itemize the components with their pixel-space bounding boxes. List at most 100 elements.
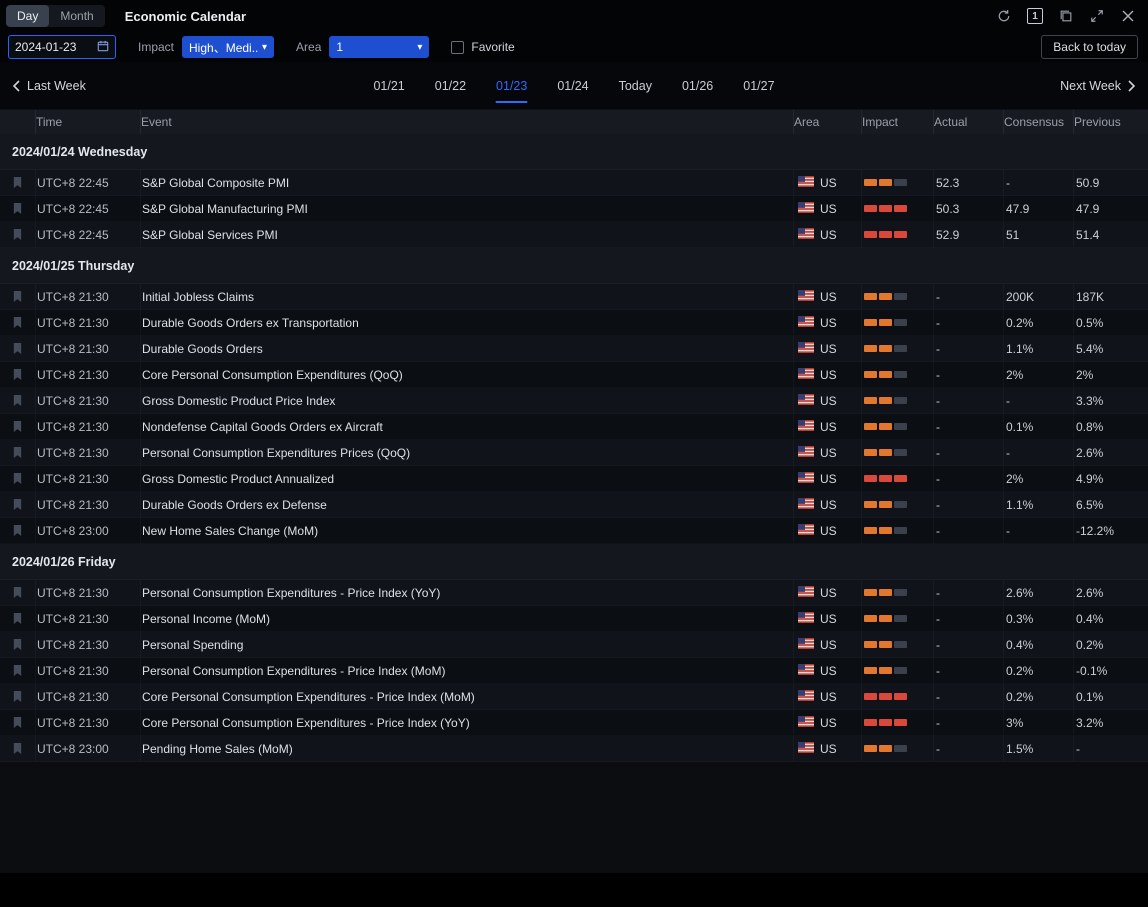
- expand-icon[interactable]: [1089, 8, 1105, 24]
- table-row[interactable]: UTC+8 21:30 Gross Domestic Product Price…: [0, 388, 1148, 414]
- impact-indicator: [862, 284, 934, 309]
- bookmark-icon[interactable]: [12, 716, 23, 729]
- us-flag-icon: [798, 498, 814, 512]
- layout-count-icon[interactable]: 1: [1027, 8, 1043, 24]
- week-tab[interactable]: Today: [617, 62, 654, 109]
- bookmark-icon[interactable]: [12, 446, 23, 459]
- bookmark-icon[interactable]: [12, 638, 23, 651]
- table-row[interactable]: UTC+8 21:30 Durable Goods Orders US - 1.…: [0, 336, 1148, 362]
- section-header-row: 2024/01/24 Wednesday: [0, 134, 1148, 170]
- week-tab[interactable]: 01/26: [680, 62, 715, 109]
- actual-value: -: [934, 684, 1004, 709]
- table-row[interactable]: UTC+8 21:30 Durable Goods Orders ex Defe…: [0, 492, 1148, 518]
- table-row[interactable]: UTC+8 23:00 Pending Home Sales (MoM) US …: [0, 736, 1148, 762]
- duplicate-icon[interactable]: [1058, 8, 1074, 24]
- last-week-button[interactable]: Last Week: [12, 79, 86, 93]
- table-row[interactable]: UTC+8 23:00 New Home Sales Change (MoM) …: [0, 518, 1148, 544]
- week-tab[interactable]: 01/21: [371, 62, 406, 109]
- actual-column-header: Actual: [934, 110, 1004, 134]
- bookmark-icon[interactable]: [12, 202, 23, 215]
- event-name: Gross Domestic Product Annualized: [141, 466, 794, 491]
- area-column-header: Area: [794, 110, 862, 134]
- week-tab[interactable]: 01/24: [555, 62, 590, 109]
- previous-value: -12.2%: [1074, 518, 1148, 543]
- impact-indicator: [862, 606, 934, 631]
- impact-indicator: [862, 710, 934, 735]
- event-time: UTC+8 21:30: [36, 414, 141, 439]
- actual-value: 52.9: [934, 222, 1004, 247]
- bookmark-icon[interactable]: [12, 368, 23, 381]
- week-tab[interactable]: 01/22: [433, 62, 468, 109]
- table-row[interactable]: UTC+8 22:45 S&P Global Composite PMI US …: [0, 170, 1148, 196]
- actual-value: -: [934, 336, 1004, 361]
- table-row[interactable]: UTC+8 21:30 Core Personal Consumption Ex…: [0, 710, 1148, 736]
- table-row[interactable]: UTC+8 21:30 Personal Consumption Expendi…: [0, 580, 1148, 606]
- table-row[interactable]: UTC+8 21:30 Core Personal Consumption Ex…: [0, 684, 1148, 710]
- next-week-button[interactable]: Next Week: [1060, 79, 1136, 93]
- back-to-today-button[interactable]: Back to today: [1041, 35, 1138, 59]
- table-row[interactable]: UTC+8 21:30 Durable Goods Orders ex Tran…: [0, 310, 1148, 336]
- week-tab[interactable]: 01/27: [741, 62, 776, 109]
- event-time: UTC+8 23:00: [36, 518, 141, 543]
- impact-indicator: [862, 658, 934, 683]
- area-dropdown[interactable]: 1 ▾: [329, 36, 429, 58]
- refresh-icon[interactable]: [996, 8, 1012, 24]
- table-row[interactable]: UTC+8 21:30 Personal Consumption Expendi…: [0, 440, 1148, 466]
- close-icon[interactable]: [1120, 8, 1136, 24]
- section-date: 2024/01/24 Wednesday: [12, 145, 147, 159]
- bookmark-icon[interactable]: [12, 690, 23, 703]
- day-toggle-button[interactable]: Day: [6, 5, 49, 27]
- bookmark-icon[interactable]: [12, 290, 23, 303]
- table-row[interactable]: UTC+8 21:30 Nondefense Capital Goods Ord…: [0, 414, 1148, 440]
- bookmark-icon[interactable]: [12, 498, 23, 511]
- bookmark-icon[interactable]: [12, 342, 23, 355]
- bookmark-icon[interactable]: [12, 176, 23, 189]
- bookmark-icon[interactable]: [12, 420, 23, 433]
- event-time: UTC+8 21:30: [36, 492, 141, 517]
- favorite-filter[interactable]: Favorite: [451, 40, 514, 54]
- table-row[interactable]: UTC+8 22:45 S&P Global Manufacturing PMI…: [0, 196, 1148, 222]
- impact-dropdown[interactable]: High、Medi... ▾: [182, 36, 274, 58]
- event-time: UTC+8 22:45: [36, 222, 141, 247]
- area-code: US: [820, 664, 837, 678]
- bookmark-icon[interactable]: [12, 394, 23, 407]
- bookmark-icon[interactable]: [12, 472, 23, 485]
- event-time: UTC+8 21:30: [36, 632, 141, 657]
- event-time: UTC+8 21:30: [36, 440, 141, 465]
- impact-indicator: [862, 492, 934, 517]
- table-row[interactable]: UTC+8 21:30 Personal Income (MoM) US - 0…: [0, 606, 1148, 632]
- area-code: US: [820, 176, 837, 190]
- bookmark-icon[interactable]: [12, 742, 23, 755]
- bookmark-icon[interactable]: [12, 664, 23, 677]
- previous-value: 4.9%: [1074, 466, 1148, 491]
- date-input[interactable]: 2024-01-23: [8, 35, 116, 59]
- us-flag-icon: [798, 176, 814, 190]
- previous-value: 0.2%: [1074, 632, 1148, 657]
- favorite-checkbox[interactable]: [451, 41, 464, 54]
- previous-value: 2%: [1074, 362, 1148, 387]
- table-row[interactable]: UTC+8 21:30 Gross Domestic Product Annua…: [0, 466, 1148, 492]
- table-row[interactable]: UTC+8 21:30 Core Personal Consumption Ex…: [0, 362, 1148, 388]
- table-row[interactable]: UTC+8 21:30 Personal Consumption Expendi…: [0, 658, 1148, 684]
- month-toggle-button[interactable]: Month: [49, 5, 104, 27]
- area-code: US: [820, 202, 837, 216]
- bookmark-icon[interactable]: [12, 316, 23, 329]
- week-tab[interactable]: 01/23: [494, 62, 529, 109]
- consensus-value: 0.2%: [1004, 310, 1074, 335]
- area-code: US: [820, 498, 837, 512]
- section-date: 2024/01/26 Friday: [12, 555, 116, 569]
- area-code: US: [820, 290, 837, 304]
- consensus-value: 3%: [1004, 710, 1074, 735]
- bookmark-icon[interactable]: [12, 586, 23, 599]
- previous-value: 47.9: [1074, 196, 1148, 221]
- table-row[interactable]: UTC+8 22:45 S&P Global Services PMI US 5…: [0, 222, 1148, 248]
- bookmark-icon[interactable]: [12, 228, 23, 241]
- bookmark-icon[interactable]: [12, 612, 23, 625]
- date-value: 2024-01-23: [15, 40, 76, 54]
- table-row[interactable]: UTC+8 21:30 Personal Spending US - 0.4% …: [0, 632, 1148, 658]
- bookmark-icon[interactable]: [12, 524, 23, 537]
- area-code: US: [820, 342, 837, 356]
- table-row[interactable]: UTC+8 21:30 Initial Jobless Claims US - …: [0, 284, 1148, 310]
- previous-value: 0.5%: [1074, 310, 1148, 335]
- us-flag-icon: [798, 586, 814, 600]
